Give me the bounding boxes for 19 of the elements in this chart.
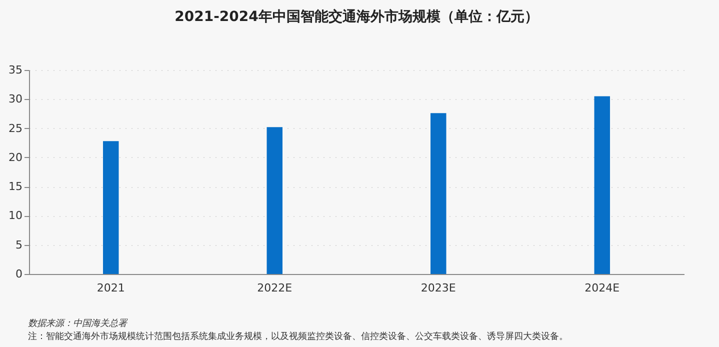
bar xyxy=(594,96,610,274)
bar xyxy=(266,127,282,274)
y-tick-label: 0 xyxy=(16,268,22,280)
y-tick-label: 25 xyxy=(8,122,22,135)
text: 注：智能交通海外市场规模统计范围包括系统集成业务规模，以及视频监控类设备、信控类设备、公交车载类设备、诱导屏四大类设备。 xyxy=(28,331,568,344)
y-tick-label: 20 xyxy=(8,150,22,164)
x-tick-label: 2021 xyxy=(96,282,125,294)
bar xyxy=(103,141,119,274)
x-tick-label: 2024E xyxy=(584,282,620,294)
x-tick-label: 2023E xyxy=(420,282,456,294)
y-tick-label: 5 xyxy=(16,238,22,252)
x-tick-label: 2022E xyxy=(257,282,292,294)
chart-title: 2021-2024年中国智能交通海外市场规模（单位：亿元） xyxy=(174,8,538,25)
y-tick-label: 35 xyxy=(8,64,22,76)
source-note: 数据来源：中国海关总署 xyxy=(28,318,129,331)
bar xyxy=(430,113,446,274)
y-tick-label: 30 xyxy=(8,92,22,106)
y-tick-label: 15 xyxy=(8,180,22,194)
y-tick-label: 10 xyxy=(8,209,22,222)
